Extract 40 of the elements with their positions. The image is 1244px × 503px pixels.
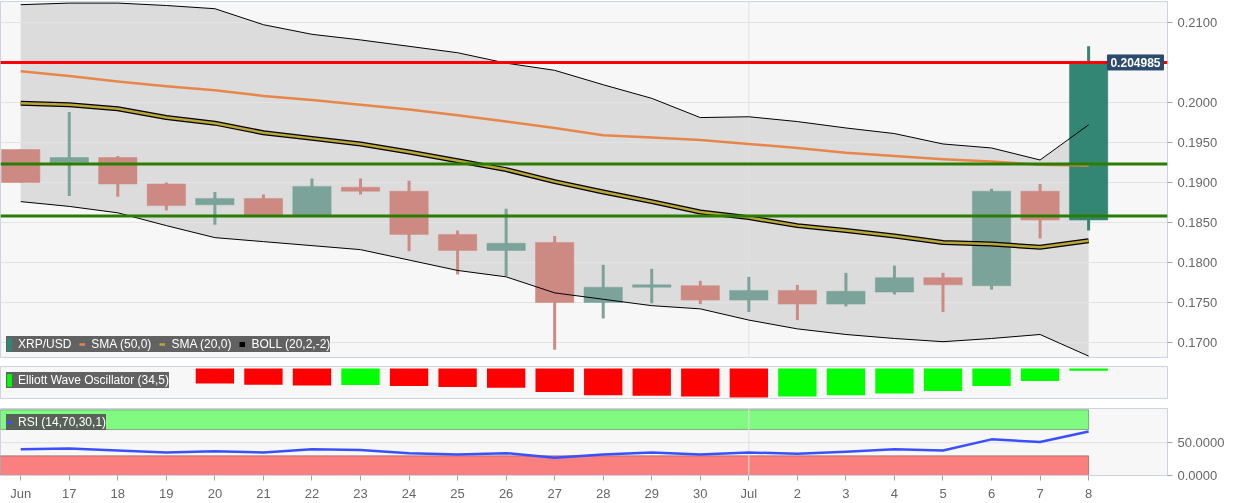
y-tick-label: 0.2100	[1177, 14, 1218, 30]
y-tick-label: 0.2000	[1177, 94, 1218, 110]
x-tick-label: 20	[207, 485, 223, 501]
x-tick-label: 30	[693, 485, 708, 501]
legend-label: Elliott Wave Oscillator (34,5)	[18, 372, 169, 388]
x-tick-label: 22	[304, 485, 320, 501]
y-tick-label: 0.1800	[1177, 254, 1218, 270]
x-tick-label: 7	[1036, 485, 1044, 501]
legend-label: XRP/USD	[18, 336, 72, 352]
x-tick-label: 5	[939, 485, 947, 501]
x-tick-label: 27	[547, 485, 562, 501]
x-tick-label: 6	[987, 485, 996, 501]
x-tick-label: 19	[159, 485, 174, 501]
x-tick-label: 3	[842, 485, 850, 501]
x-tick-label: 24	[401, 485, 417, 501]
legend-label: BOLL (20,2,-2)	[251, 336, 331, 352]
x-tick-label: 23	[353, 485, 368, 501]
y-tick-label: 50.0000	[1177, 435, 1225, 451]
x-tick-label: 17	[62, 485, 77, 501]
y-tick-label: 0.1850	[1177, 214, 1218, 230]
x-tick-label: 28	[595, 485, 611, 501]
y-tick-label: 0.0000	[1177, 468, 1218, 483]
x-tick-label: Jul	[740, 485, 758, 501]
x-tick-label: 21	[256, 485, 271, 501]
legend-label: SMA (50,0)	[91, 336, 152, 352]
y-tick-label: 0.1750	[1177, 294, 1218, 310]
x-tick-label: Jun	[10, 485, 32, 501]
x-tick-label: 8	[1085, 485, 1093, 501]
x-tick-label: 25	[450, 485, 465, 501]
x-tick-label: 18	[110, 485, 126, 501]
y-tick-label: 0.1700	[1177, 334, 1218, 350]
y-tick-label: 0.1950	[1177, 134, 1218, 150]
x-tick-label: 4	[890, 485, 899, 501]
y-tick-label: 0.1900	[1177, 174, 1218, 190]
ref-line-label: 0.204985	[1110, 55, 1161, 70]
x-tick-label: 26	[498, 485, 514, 501]
x-tick-label: 2	[793, 485, 801, 501]
legend-label: SMA (20,0)	[171, 336, 232, 352]
x-tick-label: 29	[644, 485, 659, 501]
legend-label: RSI (14,70,30,1)	[18, 414, 107, 430]
